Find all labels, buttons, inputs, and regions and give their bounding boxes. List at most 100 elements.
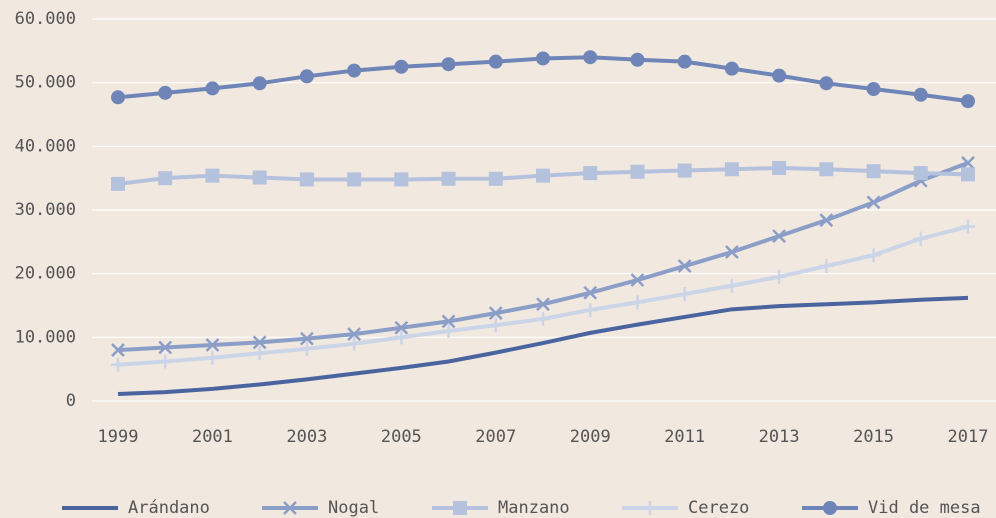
legend-label: Manzano <box>498 498 570 518</box>
marker <box>823 501 837 515</box>
marker <box>441 323 456 338</box>
marker <box>488 306 503 321</box>
legend-label: Arándano <box>128 498 210 518</box>
x-tick-label: 2001 <box>192 427 233 447</box>
y-tick-label: 60.000 <box>15 9 76 29</box>
marker <box>630 295 645 310</box>
x-tick-label: 2009 <box>570 427 611 447</box>
marker <box>394 59 409 74</box>
marker <box>111 90 125 105</box>
line <box>117 295 969 396</box>
marker <box>158 85 173 100</box>
y-tick-label: 0 <box>66 391 76 411</box>
marker <box>630 273 645 287</box>
y-tick-label: 20.000 <box>15 264 76 284</box>
series <box>111 50 975 109</box>
x-tick-label: 2005 <box>381 427 422 447</box>
legend-label: Nogal <box>328 498 379 518</box>
x-tick-label: 2011 <box>664 427 705 447</box>
marker <box>205 350 220 365</box>
marker <box>536 297 550 312</box>
marker <box>453 501 467 515</box>
legend-item: Vid de mesa <box>802 498 981 518</box>
legend-item: Manzano <box>432 498 570 518</box>
marker <box>913 87 928 102</box>
marker <box>819 259 834 274</box>
marker <box>158 354 173 369</box>
marker <box>772 269 787 284</box>
marker <box>724 61 739 76</box>
marker <box>394 320 409 335</box>
marker <box>583 302 598 317</box>
marker <box>630 164 645 179</box>
marker <box>643 501 657 515</box>
marker <box>819 213 834 228</box>
marker <box>961 219 975 234</box>
marker <box>961 94 975 109</box>
marker <box>488 54 503 69</box>
series <box>111 156 975 357</box>
marker <box>111 176 125 191</box>
marker <box>772 229 786 243</box>
marker <box>961 167 975 182</box>
marker <box>111 343 125 357</box>
y-tick-label: 40.000 <box>15 136 76 156</box>
marker <box>913 231 928 246</box>
marker <box>205 338 220 352</box>
series <box>111 219 975 372</box>
marker <box>158 171 173 186</box>
marker <box>677 287 692 302</box>
marker <box>724 162 739 177</box>
marker <box>252 170 267 185</box>
marker <box>961 156 975 170</box>
marker <box>283 501 297 515</box>
marker <box>347 336 362 351</box>
marker <box>299 172 314 187</box>
marker <box>488 318 503 333</box>
series <box>117 295 969 396</box>
legend-item: Arándano <box>62 498 210 518</box>
marker <box>441 57 456 72</box>
legend-label: Cerezo <box>688 498 749 518</box>
marker <box>866 248 881 263</box>
legend-item: Cerezo <box>622 498 749 518</box>
marker <box>488 171 503 186</box>
marker <box>205 168 220 183</box>
marker <box>347 327 361 342</box>
x-tick-label: 2013 <box>759 427 800 447</box>
x-tick-label: 2017 <box>948 427 989 447</box>
marker <box>724 278 739 293</box>
marker <box>583 285 598 300</box>
marker <box>677 259 692 273</box>
marker <box>866 82 881 97</box>
marker <box>630 52 645 67</box>
marker <box>347 63 362 78</box>
marker <box>252 346 267 361</box>
marker <box>394 172 409 187</box>
marker <box>299 341 314 356</box>
marker <box>252 76 267 91</box>
marker <box>772 160 787 175</box>
marker <box>819 76 834 91</box>
marker <box>441 314 456 329</box>
marker <box>866 195 881 210</box>
legend-item: Nogal <box>262 498 379 518</box>
marker <box>111 357 125 372</box>
series <box>111 160 975 191</box>
y-tick-label: 10.000 <box>15 327 76 347</box>
marker <box>913 166 928 181</box>
marker <box>347 172 362 187</box>
marker <box>158 340 173 355</box>
marker <box>819 162 834 177</box>
x-tick-label: 2015 <box>853 427 894 447</box>
marker <box>677 163 692 178</box>
marker <box>205 81 220 96</box>
marker <box>583 50 598 65</box>
marker <box>536 51 550 66</box>
marker <box>866 164 881 179</box>
y-tick-label: 30.000 <box>15 200 76 220</box>
marker <box>536 168 550 183</box>
marker <box>677 54 692 69</box>
